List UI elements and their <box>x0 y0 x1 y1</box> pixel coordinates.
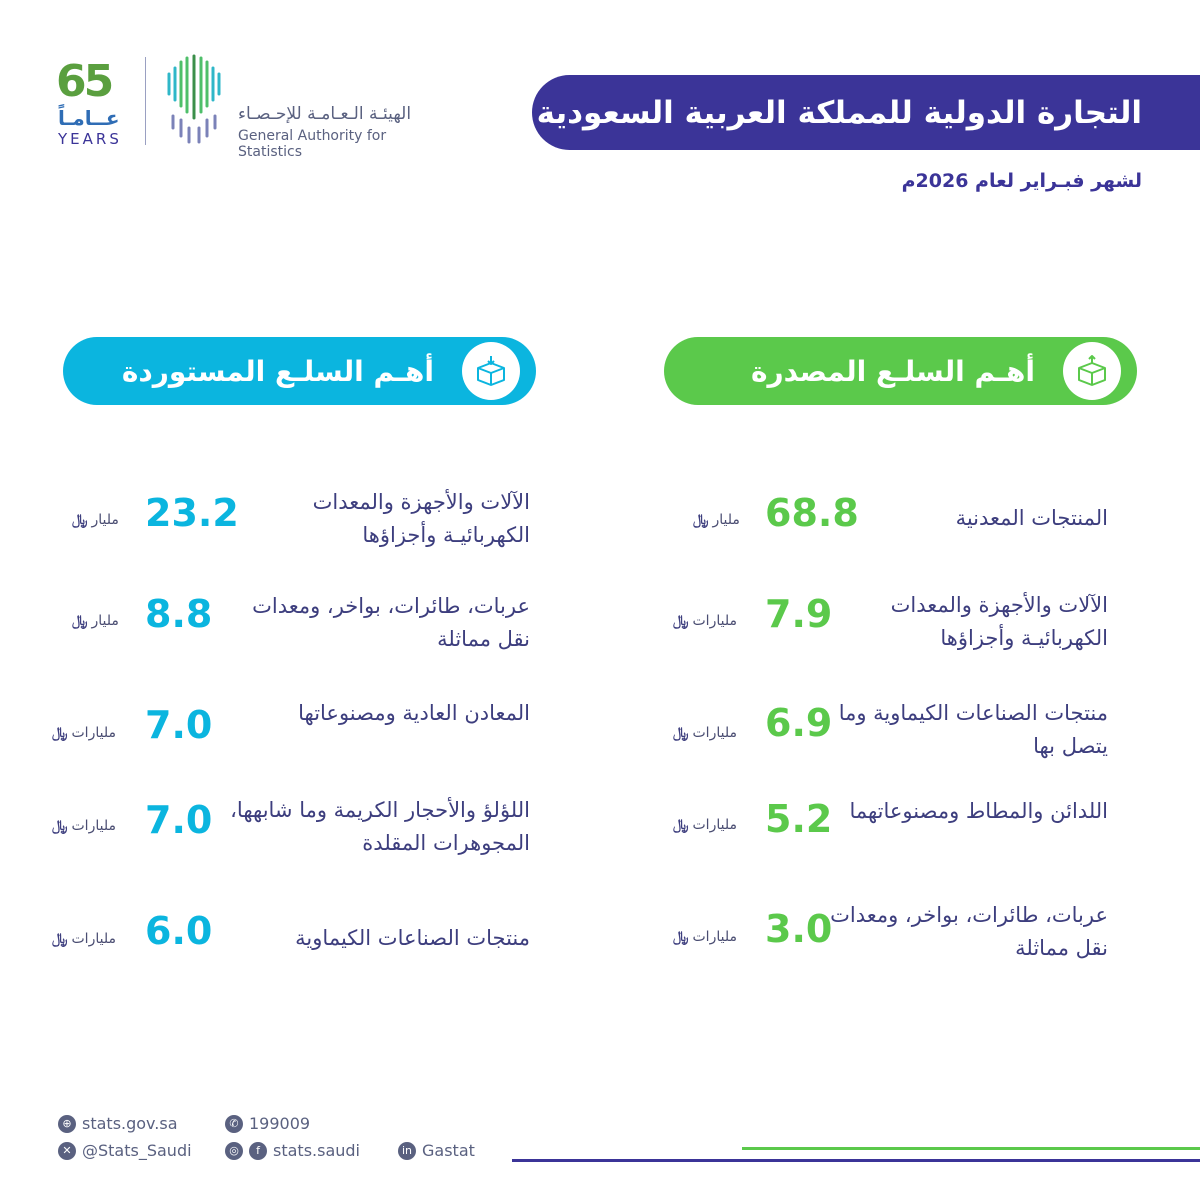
import-value-5: 6.0 <box>145 909 213 953</box>
riyal-icon: ﷼ <box>673 817 689 833</box>
instagram-icon: ◎ <box>225 1141 243 1160</box>
imports-header: أهـم السلـع المستوردة <box>63 337 536 405</box>
export-value-1: 68.8 <box>765 491 859 535</box>
riyal-icon: ﷼ <box>52 725 68 741</box>
export-label-2: الآلات والأجهزة والمعدات الكهربائيـة وأج… <box>890 593 1108 650</box>
import-label-3: المعادن العادية ومصنوعاتها <box>298 701 530 725</box>
footer-x-handle[interactable]: ✕ @Stats_Saudi <box>58 1141 192 1160</box>
box-import-icon <box>462 342 520 400</box>
riyal-icon: ﷼ <box>72 512 88 528</box>
import-unit-1: ﷼ مليار <box>72 512 119 528</box>
imports-heading: أهـم السلـع المستوردة <box>121 354 434 388</box>
export-unit-5: ﷼ مليارات <box>673 929 737 945</box>
export-label-1: المنتجات المعدنية <box>955 506 1108 530</box>
riyal-icon: ﷼ <box>673 613 689 629</box>
export-label-5: عربات، طائرات، بواخر، ومعدات نقل مماثلة <box>830 903 1108 960</box>
import-unit-4: ﷼ مليارات <box>52 818 116 834</box>
logo-divider <box>145 57 146 145</box>
import-label-2: عربات، طائرات، بواخر، ومعدات نقل مماثلة <box>252 594 530 651</box>
riyal-icon: ﷼ <box>673 929 689 945</box>
export-label-4: اللدائن والمطاط ومصنوعاتهما <box>849 799 1108 823</box>
import-value-3: 7.0 <box>145 703 213 747</box>
export-value-4: 5.2 <box>765 797 833 841</box>
import-label-5: منتجات الصناعات الكيماوية <box>295 926 530 950</box>
box-export-icon <box>1063 342 1121 400</box>
footer-accent-line-purple <box>512 1159 1200 1162</box>
exports-heading: أهـم السلـع المصدرة <box>750 354 1035 388</box>
export-unit-2: ﷼ مليارات <box>673 613 737 629</box>
title-banner: التجارة الدولية للمملكة العربية السعودية <box>532 75 1200 150</box>
export-value-2: 7.9 <box>765 592 833 636</box>
page-title: التجارة الدولية للمملكة العربية السعودية <box>536 94 1142 131</box>
export-value-3: 6.9 <box>765 701 833 745</box>
import-value-2: 8.8 <box>145 592 213 636</box>
footer-social[interactable]: ◎ f stats.saudi <box>225 1141 360 1160</box>
riyal-icon: ﷼ <box>52 931 68 947</box>
export-unit-3: ﷼ مليارات <box>673 725 737 741</box>
import-label-1: الآلات والأجهزة والمعدات الكهربائيـة وأج… <box>312 490 530 547</box>
footer-website[interactable]: ⊕ stats.gov.sa <box>58 1114 178 1133</box>
phone-icon: ✆ <box>225 1114 243 1133</box>
linkedin-icon: in <box>398 1141 416 1160</box>
riyal-icon: ﷼ <box>693 512 709 528</box>
logo-block: 65 عــامـاً YEARS الهيئـة الـعـامـة للإح… <box>50 52 440 160</box>
gastat-logo-icon <box>167 54 221 144</box>
anniversary-arabic: عــامـاً <box>58 106 120 130</box>
exports-header: أهـم السلـع المصدرة <box>664 337 1137 405</box>
footer-linkedin[interactable]: in Gastat <box>398 1141 475 1160</box>
facebook-icon: f <box>249 1141 267 1160</box>
footer-phone[interactable]: ✆ 199009 <box>225 1114 310 1133</box>
footer-accent-line-green <box>742 1147 1200 1150</box>
riyal-icon: ﷼ <box>52 818 68 834</box>
import-unit-5: ﷼ مليارات <box>52 931 116 947</box>
anniversary-number: 65 <box>56 56 114 107</box>
export-unit-4: ﷼ مليارات <box>673 817 737 833</box>
authority-name-english: General Authority for Statistics <box>238 128 387 160</box>
page-subtitle: لشهر فبـراير لعام 2026م <box>901 170 1142 192</box>
import-value-4: 7.0 <box>145 798 213 842</box>
export-label-3: منتجات الصناعات الكيماوية وما يتصل بها <box>838 701 1108 758</box>
authority-name-arabic: الهيئـة الـعـامـة للإحـصـاء <box>238 104 412 124</box>
import-unit-3: ﷼ مليارات <box>52 725 116 741</box>
x-icon: ✕ <box>58 1141 76 1160</box>
export-unit-1: ﷼ مليار <box>693 512 740 528</box>
anniversary-english: YEARS <box>58 130 122 148</box>
riyal-icon: ﷼ <box>673 725 689 741</box>
import-label-4: اللؤلؤ والأحجار الكريمة وما شابهها، المج… <box>230 798 530 855</box>
globe-icon: ⊕ <box>58 1114 76 1133</box>
import-unit-2: ﷼ مليار <box>72 613 119 629</box>
export-value-5: 3.0 <box>765 907 833 951</box>
riyal-icon: ﷼ <box>72 613 88 629</box>
import-value-1: 23.2 <box>145 491 239 535</box>
